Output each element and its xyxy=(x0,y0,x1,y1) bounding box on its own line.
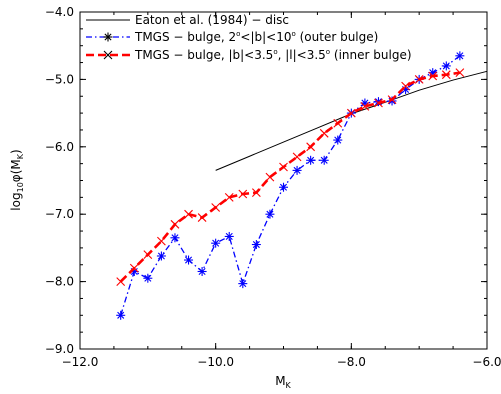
inner-bulge-marker xyxy=(279,162,288,172)
plot-frame xyxy=(79,11,488,350)
inner-bulge-marker xyxy=(346,108,356,118)
outer-bulge-marker xyxy=(116,310,126,320)
outer-bulge-marker xyxy=(211,238,221,248)
inner-bulge-marker xyxy=(265,172,275,182)
inner-bulge-marker xyxy=(157,236,166,246)
inner-bulge-marker xyxy=(401,81,410,91)
outer-bulge-marker xyxy=(279,182,288,192)
outer-bulge-marker xyxy=(292,165,302,175)
x-tick-label: −12.0 xyxy=(62,355,99,369)
series-outer-bulge-line xyxy=(120,55,461,316)
inner-bulge-marker xyxy=(374,98,383,108)
outer-bulge-marker xyxy=(455,51,465,61)
y-tick-label: −5.0 xyxy=(45,72,74,86)
legend-label-outer-bulge: TMGS − bulge, 2o<|b|<10o (outer bulge) xyxy=(134,30,378,44)
inner-bulge-marker xyxy=(129,263,139,273)
outer-bulge-marker xyxy=(170,233,180,243)
inner-bulge-marker xyxy=(251,188,261,198)
inner-bulge-marker xyxy=(333,118,343,128)
y-tick-label: −8.0 xyxy=(45,275,74,289)
inner-bulge-marker xyxy=(170,219,180,229)
x-axis-label: MK xyxy=(275,374,291,390)
x-tick-label: −10.0 xyxy=(197,355,234,369)
inner-bulge-marker xyxy=(428,71,438,81)
outer-bulge-marker xyxy=(306,155,316,165)
legend-entry-eaton: Eaton et al. (1984) − disc xyxy=(86,13,289,27)
x-tick-label: −6.0 xyxy=(472,355,501,369)
series-eaton-line xyxy=(215,70,488,171)
inner-bulge-marker xyxy=(211,203,221,212)
outer-bulge-marker xyxy=(238,279,248,289)
legend-marker-inner-bulge xyxy=(103,50,113,60)
legend-label-eaton: Eaton et al. (1984) − disc xyxy=(135,13,289,27)
legend-entry-inner-bulge: TMGS − bulge, |b|<3.5o, |l|<3.5o (inner … xyxy=(86,48,412,62)
legend: Eaton et al. (1984) − disc TMGS − bulge,… xyxy=(86,13,412,62)
outer-bulge-marker xyxy=(224,231,234,241)
inner-bulge-marker xyxy=(238,189,248,199)
inner-bulge-marker xyxy=(197,213,207,222)
inner-bulge-marker xyxy=(441,70,451,80)
legend-star-icon xyxy=(103,32,113,42)
legend-x-icon xyxy=(103,50,113,60)
y-axis-label: log10φ(MK) xyxy=(9,149,25,210)
y-tick-label: −6.0 xyxy=(45,140,74,154)
outer-bulge-marker xyxy=(265,209,275,219)
outer-bulge-marker xyxy=(251,240,261,250)
y-tick-label: −9.0 xyxy=(45,342,74,356)
legend-label-inner-bulge: TMGS − bulge, |b|<3.5o, |l|<3.5o (inner … xyxy=(134,48,412,62)
inner-bulge-marker xyxy=(224,192,234,202)
inner-bulge-marker xyxy=(306,142,316,152)
legend-entry-outer-bulge: TMGS − bulge, 2o<|b|<10o (outer bulge) xyxy=(86,30,378,44)
outer-bulge-marker xyxy=(143,273,153,283)
series-layer xyxy=(116,51,488,320)
y-tick-label: −4.0 xyxy=(45,5,74,19)
legend-marker-outer-bulge xyxy=(103,32,113,42)
inner-bulge-marker xyxy=(116,277,126,286)
inner-bulge-marker xyxy=(143,250,153,260)
x-tick-label: −8.0 xyxy=(337,355,366,369)
series-inner-bulge-line xyxy=(119,71,461,283)
inner-bulge-marker xyxy=(184,209,193,219)
outer-bulge-marker xyxy=(319,155,329,165)
axis-ticks: −12.0 −10.0 −8.0 −6.0 −9.0 −8.0 −7.0 −6.0 −5.0 −4… xyxy=(45,5,501,369)
inner-bulge-marker xyxy=(360,101,370,111)
inner-bulge-marker xyxy=(414,75,424,84)
inner-bulge-marker xyxy=(292,152,302,162)
outer-bulge-marker xyxy=(197,266,207,276)
y-tick-label: −7.0 xyxy=(45,207,74,221)
inner-bulge-marker xyxy=(387,95,397,105)
outer-bulge-marker xyxy=(333,135,343,145)
inner-bulge-marker xyxy=(319,128,329,138)
outer-bulge-marker xyxy=(156,251,166,261)
outer-bulge-marker xyxy=(184,255,194,265)
outer-bulge-marker xyxy=(441,61,451,71)
inner-bulge-marker xyxy=(455,68,465,78)
